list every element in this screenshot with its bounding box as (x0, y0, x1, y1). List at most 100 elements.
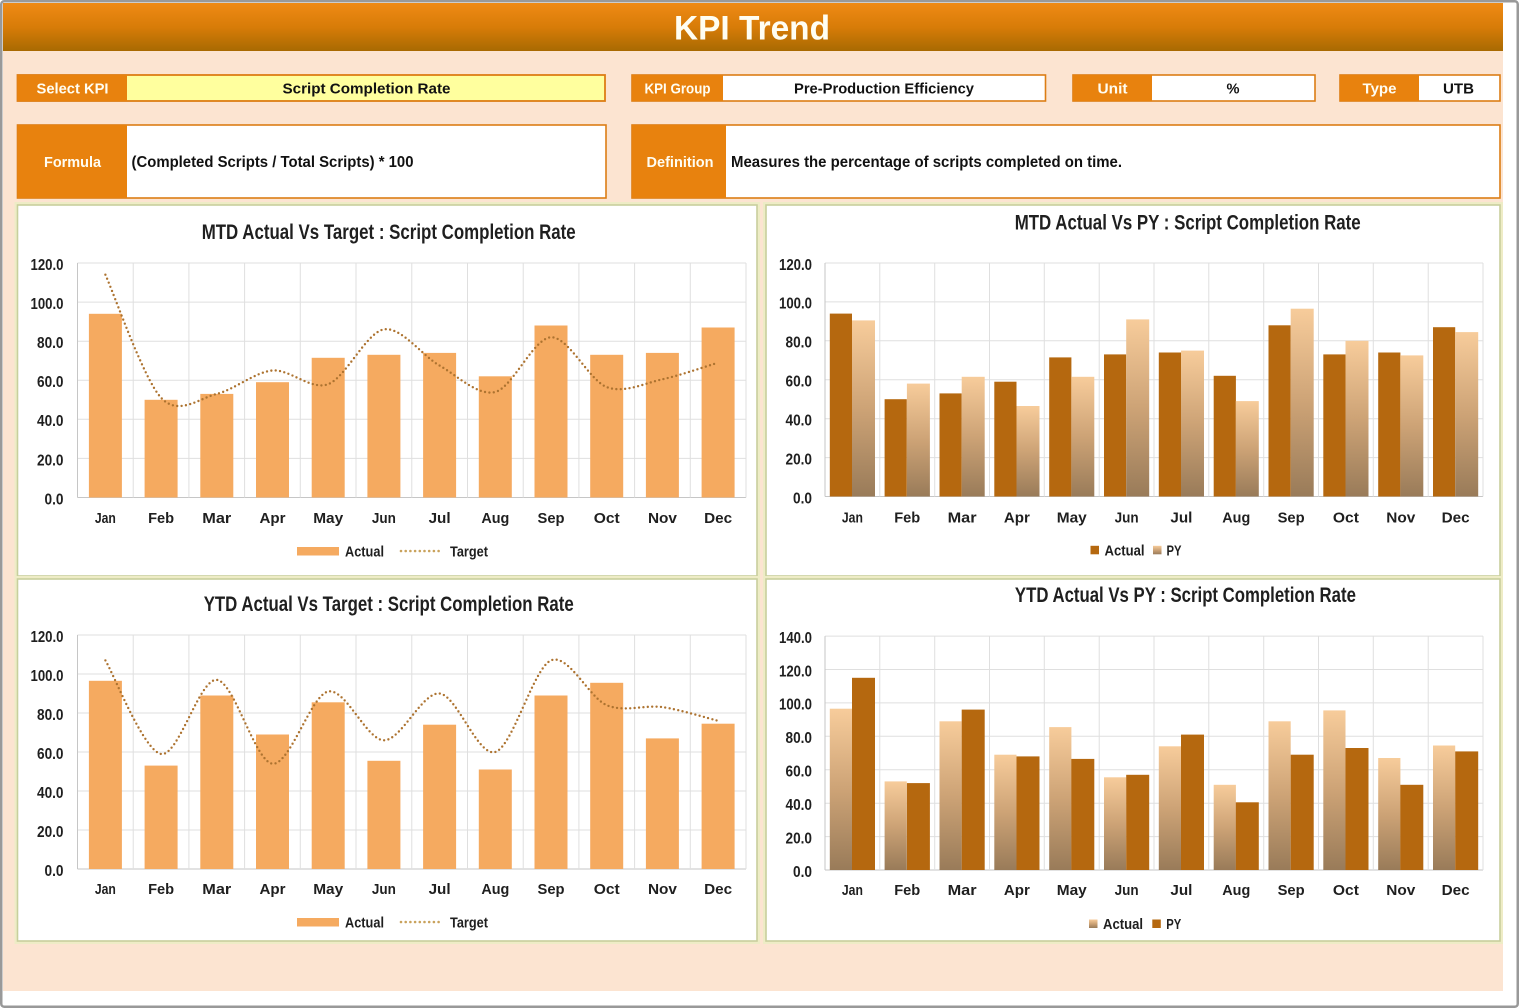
svg-text:Aug: Aug (1222, 510, 1250, 527)
svg-text:Type: Type (1363, 81, 1397, 98)
svg-text:0.0: 0.0 (45, 491, 64, 508)
svg-text:Dec: Dec (704, 881, 732, 898)
svg-text:May: May (1057, 510, 1088, 527)
svg-text:KPI Trend: KPI Trend (674, 9, 830, 47)
svg-text:0.0: 0.0 (793, 864, 812, 881)
svg-text:Aug: Aug (481, 881, 509, 898)
svg-text:60.0: 60.0 (37, 746, 64, 763)
svg-text:May: May (313, 881, 344, 898)
svg-text:Oct: Oct (594, 510, 620, 527)
svg-text:20.0: 20.0 (786, 451, 813, 468)
svg-text:Script Completion Rate: Script Completion Rate (283, 81, 451, 98)
svg-text:Sep: Sep (1278, 510, 1305, 527)
svg-text:120.0: 120.0 (779, 663, 812, 680)
svg-text:120.0: 120.0 (31, 257, 64, 274)
svg-text:Jun: Jun (1115, 510, 1139, 527)
svg-text:Actual: Actual (345, 915, 384, 932)
svg-text:Nov: Nov (648, 881, 678, 898)
svg-text:Mar: Mar (202, 510, 231, 527)
svg-text:100.0: 100.0 (31, 296, 64, 313)
svg-text:Select KPI: Select KPI (37, 81, 109, 98)
svg-text:Actual: Actual (1105, 543, 1145, 560)
svg-text:80.0: 80.0 (786, 730, 813, 747)
svg-text:Jan: Jan (842, 882, 863, 899)
svg-text:80.0: 80.0 (37, 707, 64, 724)
svg-text:Nov: Nov (1386, 882, 1416, 899)
svg-text:Target: Target (450, 915, 488, 932)
svg-text:40.0: 40.0 (37, 413, 64, 430)
svg-text:May: May (1057, 882, 1088, 899)
svg-text:Sep: Sep (538, 510, 565, 527)
svg-text:Target: Target (450, 544, 488, 561)
svg-text:Formula: Formula (44, 154, 102, 171)
svg-text:Aug: Aug (481, 510, 509, 527)
svg-text:Apr: Apr (259, 881, 285, 898)
svg-text:0.0: 0.0 (45, 863, 64, 880)
svg-text:80.0: 80.0 (37, 335, 64, 352)
svg-text:Jun: Jun (372, 510, 396, 527)
svg-text:Jan: Jan (95, 510, 116, 527)
svg-text:Jan: Jan (95, 881, 116, 898)
svg-text:Mar: Mar (202, 881, 231, 898)
svg-text:Feb: Feb (894, 510, 920, 527)
svg-text:%: % (1227, 81, 1240, 98)
svg-text:100.0: 100.0 (779, 697, 812, 714)
svg-text:100.0: 100.0 (779, 296, 812, 313)
svg-text:120.0: 120.0 (31, 629, 64, 646)
svg-text:Jul: Jul (429, 881, 451, 898)
svg-text:Oct: Oct (1333, 882, 1359, 899)
svg-text:Jun: Jun (372, 881, 396, 898)
svg-text:Apr: Apr (1004, 510, 1030, 527)
svg-text:140.0: 140.0 (779, 630, 812, 647)
svg-text:Aug: Aug (1222, 882, 1250, 899)
svg-text:0.0: 0.0 (793, 490, 812, 507)
svg-text:MTD Actual Vs Target : Script: MTD Actual Vs Target : Script Completion… (202, 221, 576, 244)
svg-text:Oct: Oct (1333, 510, 1359, 527)
svg-text:20.0: 20.0 (37, 452, 64, 469)
svg-text:Feb: Feb (148, 510, 174, 527)
svg-text:UTB: UTB (1443, 81, 1474, 98)
svg-text:KPI Group: KPI Group (645, 81, 711, 98)
svg-text:120.0: 120.0 (779, 257, 812, 274)
svg-text:Dec: Dec (704, 510, 732, 527)
svg-text:PY: PY (1166, 916, 1181, 933)
svg-text:Unit: Unit (1098, 81, 1128, 98)
svg-text:Actual: Actual (1103, 916, 1143, 933)
svg-text:20.0: 20.0 (37, 824, 64, 841)
svg-text:60.0: 60.0 (37, 374, 64, 391)
svg-text:Jul: Jul (1170, 882, 1192, 899)
svg-text:20.0: 20.0 (786, 830, 813, 847)
svg-text:Apr: Apr (259, 510, 285, 527)
svg-text:Pre-Production Efficiency: Pre-Production Efficiency (794, 81, 975, 98)
svg-text:40.0: 40.0 (786, 797, 813, 814)
svg-text:(Completed Scripts / Total Scr: (Completed Scripts / Total Scripts) * 10… (132, 154, 414, 171)
svg-text:Nov: Nov (1386, 510, 1416, 527)
svg-text:Dec: Dec (1442, 510, 1470, 527)
svg-text:Mar: Mar (948, 882, 977, 899)
svg-text:MTD Actual Vs PY : Script Comp: MTD Actual Vs PY : Script Completion Rat… (1015, 212, 1361, 235)
svg-text:YTD Actual Vs Target : Script: YTD Actual Vs Target : Script Completion… (204, 593, 574, 616)
svg-text:Oct: Oct (594, 881, 620, 898)
svg-text:Jul: Jul (429, 510, 451, 527)
svg-text:Apr: Apr (1004, 882, 1030, 899)
svg-text:Mar: Mar (948, 510, 977, 527)
svg-text:PY: PY (1167, 543, 1182, 560)
svg-text:Jul: Jul (1170, 510, 1192, 527)
svg-text:Dec: Dec (1442, 882, 1470, 899)
svg-text:Sep: Sep (1278, 882, 1305, 899)
svg-text:40.0: 40.0 (786, 413, 813, 430)
svg-text:80.0: 80.0 (786, 335, 813, 352)
svg-text:60.0: 60.0 (786, 764, 813, 781)
svg-text:Jun: Jun (1115, 882, 1139, 899)
svg-text:Nov: Nov (648, 510, 678, 527)
svg-text:Feb: Feb (894, 882, 920, 899)
svg-text:60.0: 60.0 (786, 374, 813, 391)
svg-text:Feb: Feb (148, 881, 174, 898)
svg-text:Sep: Sep (538, 881, 565, 898)
svg-text:Jan: Jan (842, 510, 863, 527)
svg-text:May: May (313, 510, 344, 527)
svg-text:Actual: Actual (345, 544, 384, 561)
svg-text:40.0: 40.0 (37, 785, 64, 802)
svg-text:YTD Actual Vs PY : Script Comp: YTD Actual Vs PY : Script Completion Rat… (1015, 584, 1356, 607)
svg-text:Measures the percentage of scr: Measures the percentage of scripts compl… (731, 154, 1122, 171)
